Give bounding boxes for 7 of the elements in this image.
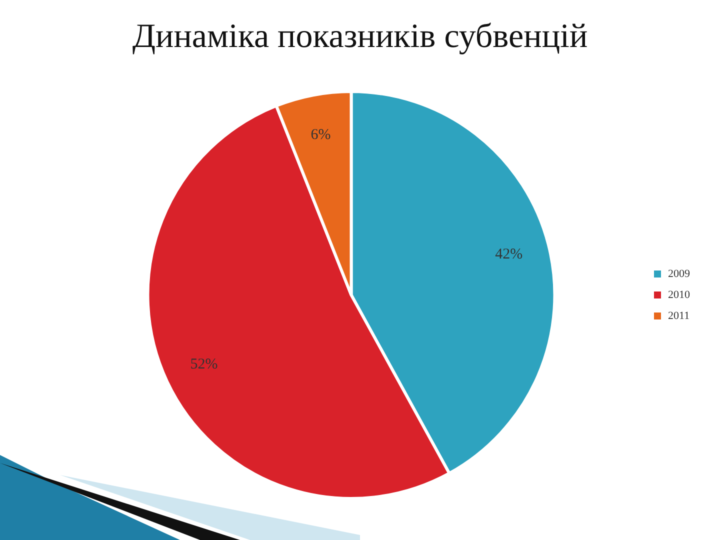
legend-label: 2011 <box>668 310 690 322</box>
data-label: 42% <box>495 246 523 262</box>
legend-label: 2009 <box>668 268 690 280</box>
data-label: 52% <box>190 356 218 372</box>
data-label: 6% <box>310 127 331 144</box>
chart-title: Динаміка показників субвенцій <box>131 18 589 56</box>
legend-label: 2010 <box>668 288 690 301</box>
